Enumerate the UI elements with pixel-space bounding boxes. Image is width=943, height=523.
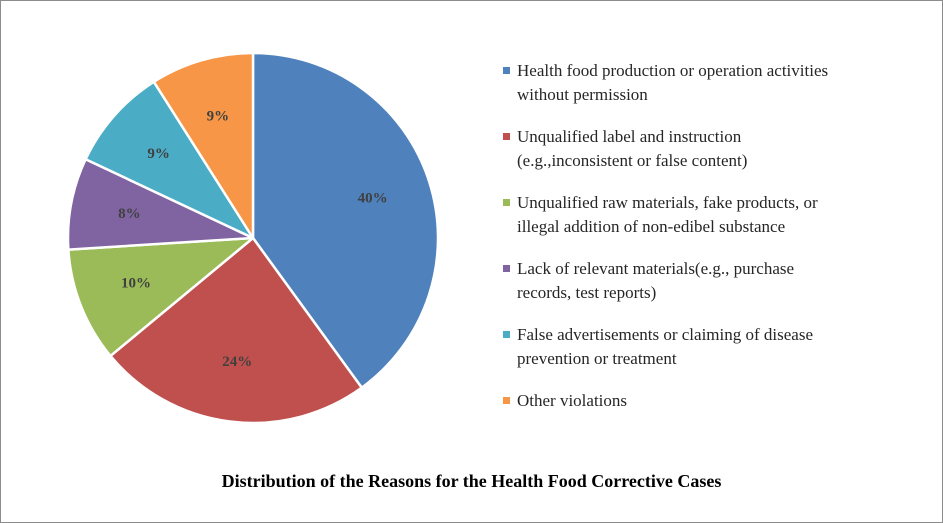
legend-item: Other violations	[503, 389, 923, 455]
pie-slice-2	[109, 236, 363, 425]
legend-item: Unqualified raw materials, fake products…	[503, 191, 923, 257]
legend-swatch	[503, 199, 510, 206]
legend-label: Other violations	[517, 391, 628, 410]
legend: Health food production or operation acti…	[503, 59, 923, 455]
pie-slice-6	[152, 51, 255, 240]
legend-item: False advertisements or claiming of dise…	[503, 323, 923, 389]
chart-title: Distribution of the Reasons for the Heal…	[221, 471, 722, 491]
legend-swatch	[503, 397, 510, 404]
pie-slice-3	[67, 236, 255, 358]
slice-value-label: 10%	[121, 276, 151, 292]
legend-swatch	[503, 133, 510, 140]
legend-label: Lack of relevant materials(e.g., purchas…	[517, 259, 795, 302]
slice-value-label: 40%	[358, 191, 388, 207]
slice-value-label: 9%	[147, 146, 170, 162]
legend-label: False advertisements or claiming of dise…	[517, 325, 813, 368]
legend-swatch	[503, 265, 510, 272]
legend-label: Unqualified raw materials, fake products…	[517, 193, 818, 236]
pie-slice-1	[251, 51, 440, 389]
legend-item: Health food production or operation acti…	[503, 59, 923, 125]
slice-value-label: 24%	[222, 354, 252, 370]
legend-swatch	[503, 67, 510, 74]
pie-slice-5	[84, 80, 255, 240]
legend-swatch	[503, 331, 510, 338]
legend-item: Lack of relevant materials(e.g., purchas…	[503, 257, 923, 323]
legend-label: Health food production or operation acti…	[517, 61, 829, 104]
legend-item: Unqualified label and instruction (e.g.,i…	[503, 125, 923, 191]
pie-slice-4	[66, 157, 255, 251]
pie-chart: 40% 24% 10% 8% 9% 9%	[66, 51, 440, 425]
slice-value-label: 8%	[118, 206, 141, 222]
slice-value-label: 9%	[207, 109, 230, 125]
legend-label: Unqualified label and instruction (e.g.,i…	[517, 127, 748, 170]
